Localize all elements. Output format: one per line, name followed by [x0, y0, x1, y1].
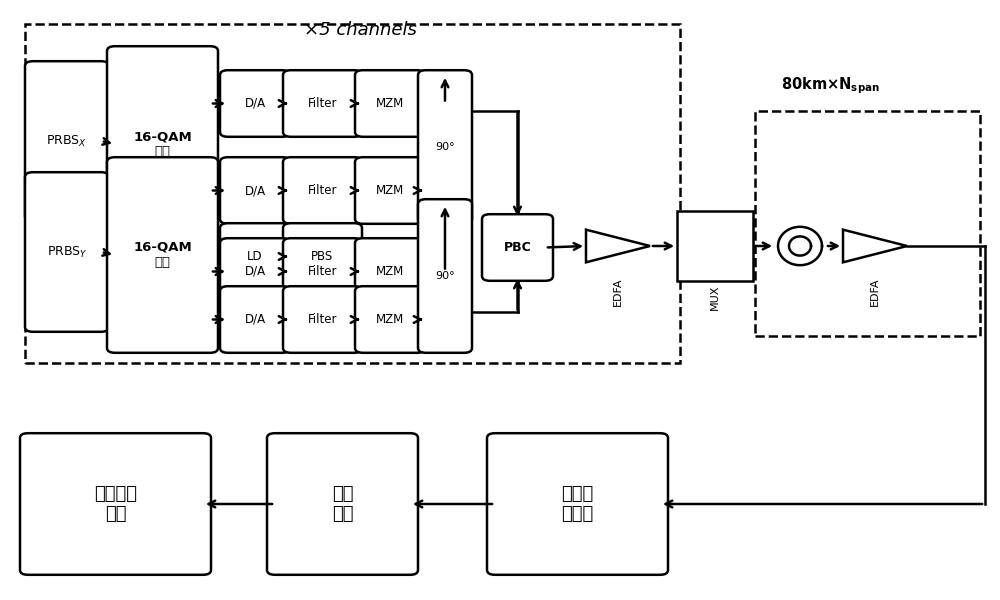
FancyBboxPatch shape	[418, 70, 472, 224]
Text: Filter: Filter	[308, 313, 337, 326]
FancyBboxPatch shape	[283, 70, 362, 137]
Text: MZM: MZM	[376, 313, 404, 326]
FancyBboxPatch shape	[355, 238, 425, 305]
Text: PBC: PBC	[504, 241, 531, 254]
FancyBboxPatch shape	[20, 433, 211, 575]
Text: D/A: D/A	[244, 97, 266, 110]
Text: D/A: D/A	[244, 313, 266, 326]
Polygon shape	[586, 230, 650, 262]
FancyBboxPatch shape	[418, 199, 472, 353]
Text: Filter: Filter	[308, 184, 337, 197]
Text: PBS: PBS	[311, 250, 334, 263]
Text: Filter: Filter	[308, 265, 337, 278]
Text: MUX: MUX	[710, 285, 720, 310]
Text: EDFA: EDFA	[613, 277, 623, 306]
FancyBboxPatch shape	[283, 238, 362, 305]
Text: 16-QAM
映射: 16-QAM 映射	[133, 241, 192, 269]
Text: 16-QAM
映射: 16-QAM 映射	[133, 130, 192, 158]
FancyBboxPatch shape	[25, 172, 109, 332]
FancyBboxPatch shape	[220, 223, 290, 290]
Bar	[25, 24, 680, 363]
FancyBboxPatch shape	[220, 70, 290, 137]
Text: 相干
接收: 相干 接收	[332, 485, 353, 523]
Text: Filter: Filter	[308, 97, 337, 110]
FancyBboxPatch shape	[355, 286, 425, 353]
Text: 数字信号
处理: 数字信号 处理	[94, 485, 137, 523]
Text: ×5 channels: ×5 channels	[304, 21, 416, 39]
FancyBboxPatch shape	[283, 286, 362, 353]
FancyBboxPatch shape	[220, 157, 290, 224]
FancyBboxPatch shape	[487, 433, 668, 575]
Text: D/A: D/A	[244, 265, 266, 278]
Text: MZM: MZM	[376, 184, 404, 197]
Text: EDFA: EDFA	[870, 277, 880, 306]
Text: 90°: 90°	[435, 271, 455, 281]
Bar	[755, 111, 980, 336]
Text: MZM: MZM	[376, 97, 404, 110]
FancyBboxPatch shape	[220, 238, 290, 305]
Text: PRBS$_X$: PRBS$_X$	[46, 133, 88, 149]
FancyBboxPatch shape	[283, 157, 362, 224]
FancyBboxPatch shape	[355, 157, 425, 224]
FancyBboxPatch shape	[267, 433, 418, 575]
Text: 90°: 90°	[435, 142, 455, 152]
Text: MZM: MZM	[376, 265, 404, 278]
Text: $\mathbf{80km{\times}N_{span}}$: $\mathbf{80km{\times}N_{span}}$	[781, 76, 879, 96]
FancyBboxPatch shape	[482, 214, 553, 281]
FancyBboxPatch shape	[220, 286, 290, 353]
Text: D/A: D/A	[244, 184, 266, 197]
Text: PRBS$_Y$: PRBS$_Y$	[47, 244, 87, 260]
Text: LD: LD	[247, 250, 263, 263]
Text: 光带通
滤波器: 光带通 滤波器	[561, 485, 594, 523]
FancyBboxPatch shape	[25, 61, 109, 221]
FancyBboxPatch shape	[107, 157, 218, 353]
FancyBboxPatch shape	[107, 46, 218, 242]
Bar	[677, 211, 753, 281]
Polygon shape	[843, 230, 907, 262]
FancyBboxPatch shape	[355, 70, 425, 137]
FancyBboxPatch shape	[283, 223, 362, 290]
